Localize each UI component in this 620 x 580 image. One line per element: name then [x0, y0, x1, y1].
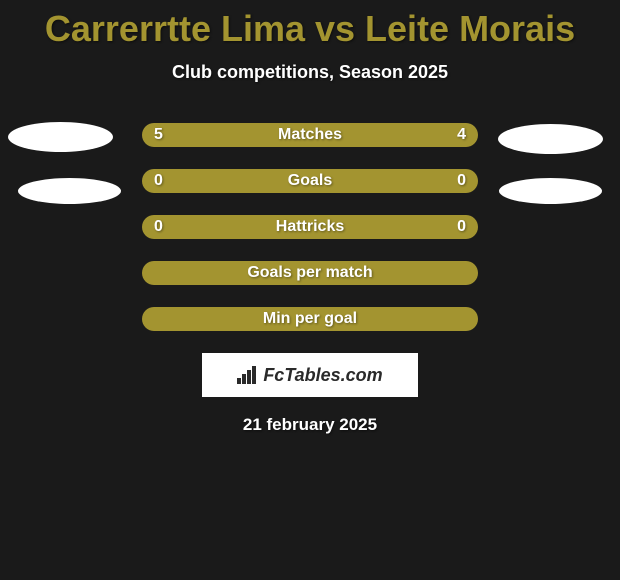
- stat-row-matches: 5 Matches 4: [0, 123, 620, 147]
- stat-row-hattricks: 0 Hattricks 0: [0, 215, 620, 239]
- stat-value-right: 4: [457, 126, 466, 144]
- stat-value-left: 0: [154, 172, 163, 190]
- stat-bar: 5 Matches 4: [142, 123, 478, 147]
- stats-container: 5 Matches 4 0 Goals 0 0 Hattricks 0 Goal…: [0, 123, 620, 331]
- footer-date: 21 february 2025: [0, 415, 620, 435]
- stat-value-left: 5: [154, 126, 163, 144]
- stat-bar: Min per goal: [142, 307, 478, 331]
- stat-label: Hattricks: [276, 218, 344, 236]
- stat-bar: Goals per match: [142, 261, 478, 285]
- stat-label: Min per goal: [263, 310, 357, 328]
- stat-value-right: 0: [457, 172, 466, 190]
- stat-row-goals: 0 Goals 0: [0, 169, 620, 193]
- stat-value-right: 0: [457, 218, 466, 236]
- stat-row-min-per-goal: Min per goal: [0, 307, 620, 331]
- stat-row-goals-per-match: Goals per match: [0, 261, 620, 285]
- page-subtitle: Club competitions, Season 2025: [0, 62, 620, 83]
- stat-bar: 0 Goals 0: [142, 169, 478, 193]
- fctables-text: FcTables.com: [263, 365, 382, 386]
- stat-label: Goals per match: [247, 264, 372, 282]
- page-title: Carrerrtte Lima vs Leite Morais: [0, 0, 620, 50]
- chart-icon: [237, 366, 259, 384]
- stat-bar: 0 Hattricks 0: [142, 215, 478, 239]
- fctables-badge[interactable]: FcTables.com: [202, 353, 418, 397]
- stat-label: Matches: [278, 126, 342, 144]
- stat-value-left: 0: [154, 218, 163, 236]
- stat-label: Goals: [288, 172, 332, 190]
